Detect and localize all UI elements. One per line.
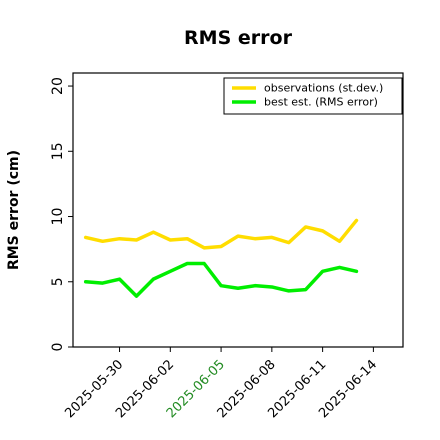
series-line-observations	[83, 218, 359, 250]
y-tick-label: 5	[50, 277, 66, 286]
legend-box	[223, 77, 403, 115]
chart-title: RMS error	[184, 27, 293, 49]
plot-frame	[72, 72, 404, 348]
y-tick-label: 20	[50, 77, 66, 95]
legend-label: best est. (RMS error)	[264, 96, 378, 109]
y-tick-label: 0	[50, 343, 66, 352]
legend-label: observations (st.dev.)	[264, 82, 383, 95]
legend: observations (st.dev.)best est. (RMS err…	[223, 77, 403, 115]
y-tick-label: 10	[50, 208, 66, 226]
y-tick-label: 15	[50, 142, 66, 160]
series-line-best-estimate	[83, 261, 359, 298]
plot-area: 051015202025-05-302025-06-022025-06-0520…	[50, 72, 404, 421]
y-axis-label: RMS error (cm)	[6, 150, 22, 270]
